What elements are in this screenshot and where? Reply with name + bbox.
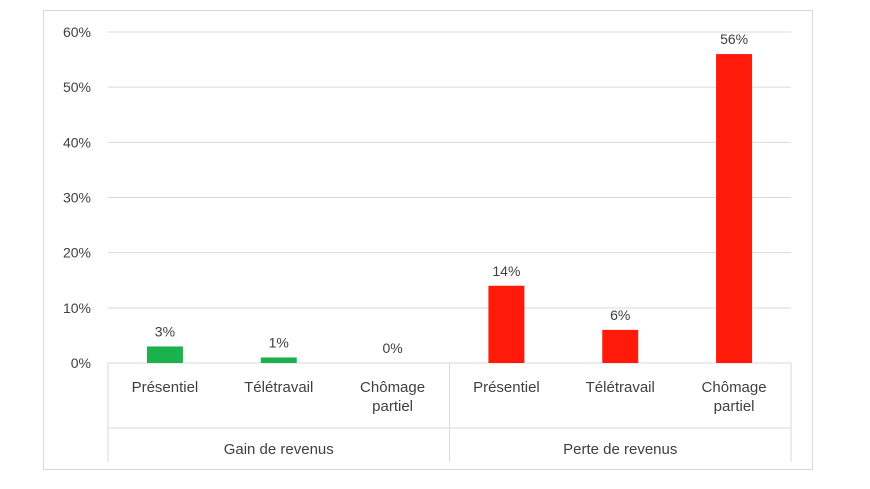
category-label: Présentiel — [132, 379, 199, 396]
category-label: Chômage partiel — [702, 379, 767, 415]
y-tick-label: 60% — [63, 24, 91, 40]
bar — [260, 357, 297, 363]
axes — [107, 362, 792, 462]
data-label: 14% — [492, 263, 520, 279]
category-label: Télétravail — [244, 379, 313, 396]
data-label: 0% — [382, 340, 402, 356]
y-tick-label: 50% — [63, 79, 91, 95]
data-label: 3% — [155, 323, 175, 339]
data-label: 1% — [269, 334, 289, 350]
bar — [716, 54, 753, 364]
group-label: Gain de revenus — [224, 441, 334, 458]
labels: 0% 10% 20% 30% 40% 50% 60% Gain de revenus Perte… — [63, 24, 767, 458]
bar — [488, 285, 525, 363]
category-label: Chômage partiel — [360, 379, 425, 415]
data-label: 56% — [720, 31, 748, 47]
bars — [146, 54, 753, 364]
y-tick-label: 30% — [63, 190, 91, 206]
y-tick-label: 0% — [71, 355, 91, 371]
y-tick-label: 10% — [63, 300, 91, 316]
data-label: 6% — [610, 307, 630, 323]
y-tick-label: 20% — [63, 245, 91, 261]
category-label: Télétravail — [586, 379, 655, 396]
y-tick-label: 40% — [63, 134, 91, 150]
bar — [146, 346, 183, 363]
bar — [602, 329, 639, 363]
category-label: Présentiel — [473, 379, 540, 396]
group-label: Perte de revenus — [563, 441, 677, 458]
gridlines — [108, 31, 791, 364]
